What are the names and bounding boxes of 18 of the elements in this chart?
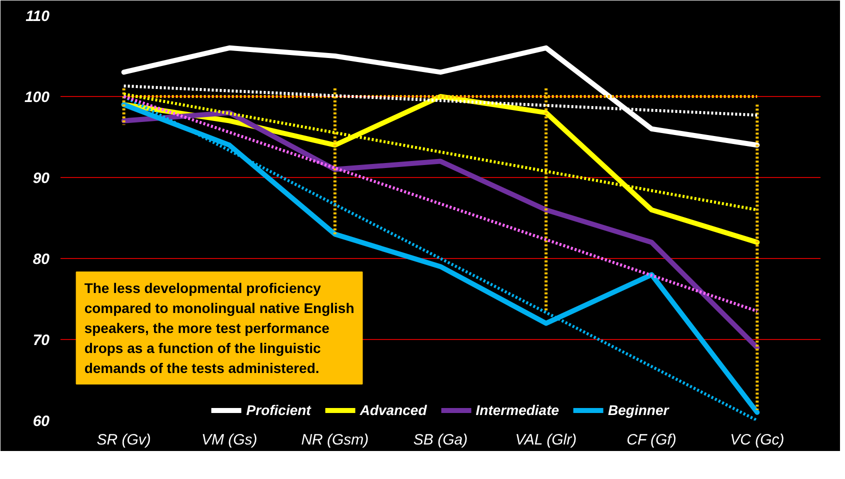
legend-label: Beginner	[608, 402, 669, 418]
y-tick-label: 80	[32, 251, 50, 268]
x-tick-label: VAL (Glr)	[515, 432, 577, 448]
y-tick-label: 100	[24, 89, 50, 106]
y-tick-label: 90	[32, 170, 50, 187]
legend-label: Intermediate	[476, 402, 560, 418]
legend-label: Proficient	[246, 402, 311, 418]
y-tick-label: 110	[26, 8, 50, 25]
y-tick-label: 60	[32, 413, 50, 430]
x-tick-label: VM (Gs)	[201, 432, 258, 448]
legend-label: Advanced	[360, 402, 427, 418]
x-tick-label: SB (Ga)	[413, 432, 468, 448]
annotation: The less developmental proficiency compared to monolingual native English speakers, the more test performance drops as a function of the linguistic demands of the tests administered.	[84, 280, 354, 376]
x-tick-label: VC (Gc)	[730, 432, 784, 448]
y-tick-label: 70	[32, 332, 50, 349]
x-tick-label: CF (Gf)	[626, 432, 676, 448]
x-tick-label: SR (Gv)	[96, 432, 151, 448]
x-tick-label: NR (Gsm)	[301, 432, 369, 448]
